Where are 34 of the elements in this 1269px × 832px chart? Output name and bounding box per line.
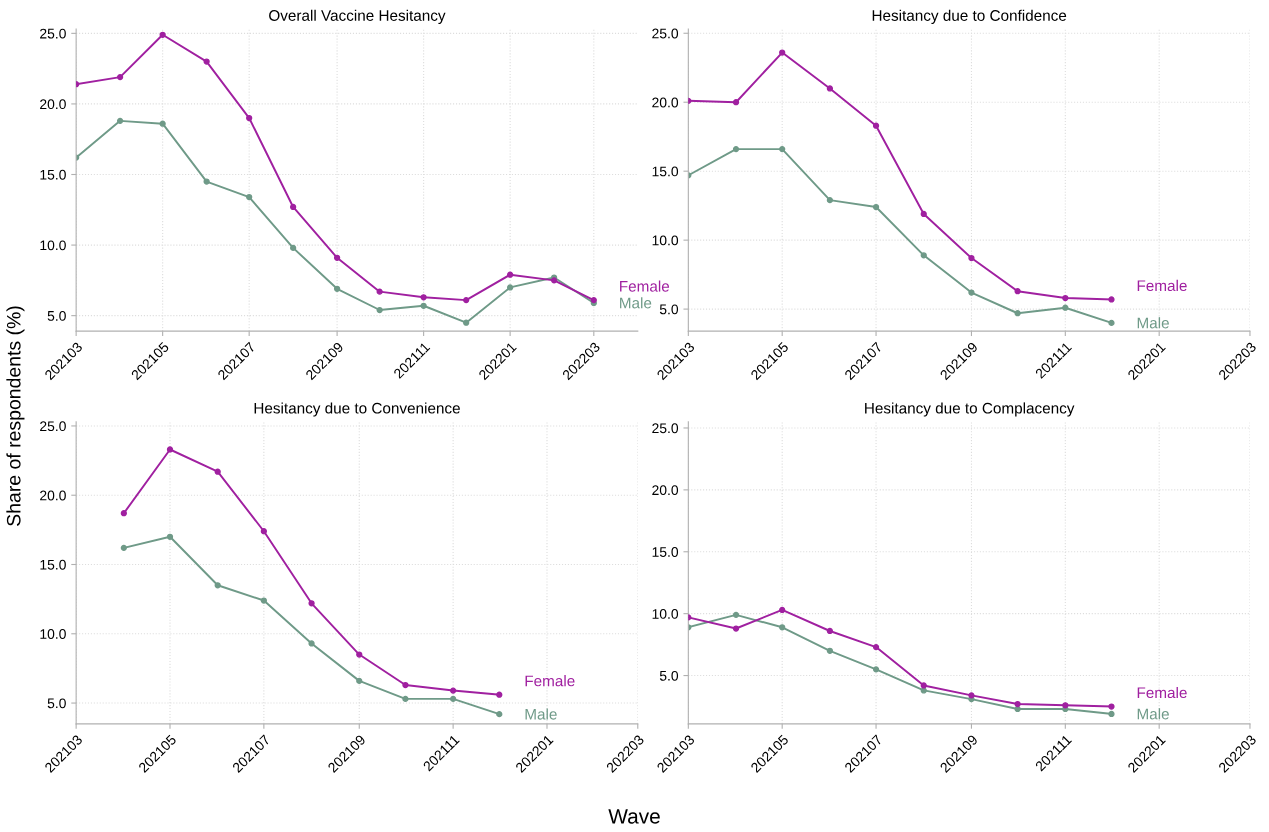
y-tick-label: 20.0 [40, 99, 66, 110]
x-axis-title: Wave [608, 809, 660, 824]
y-tick-label: 20.0 [40, 490, 66, 501]
y-tick-label: 15.0 [652, 547, 679, 557]
chart-title: Hesitancy due to Complacency [865, 402, 1075, 417]
y-tick-label: 20.0 [652, 485, 679, 496]
y-tick-label: 10.0 [652, 609, 679, 619]
y-tick-label: 25.0 [652, 28, 679, 39]
y-axis-title: Share of respondents (%) [6, 306, 25, 526]
y-tick-label: 5.0 [47, 310, 66, 321]
y-tick-label: 5.0 [659, 670, 679, 681]
series-label: Female [1137, 686, 1187, 699]
series-label: Male [1137, 317, 1169, 329]
y-tick-label: 20.0 [652, 97, 679, 108]
y-tick-label: 10.0 [40, 240, 66, 251]
y-tick-label: 5.0 [659, 304, 679, 315]
series-label: Male [525, 708, 557, 720]
series-label: Male [620, 297, 652, 309]
chart-title: Hesitancy due to Confidence [872, 9, 1067, 24]
series-label: Female [525, 675, 575, 687]
y-tick-label: 15.0 [40, 559, 66, 570]
y-tick-label: 15.0 [652, 166, 679, 177]
y-tick-label: 10.0 [652, 235, 679, 246]
series-label: Female [1137, 279, 1187, 292]
y-tick-label: 5.0 [47, 698, 66, 709]
y-tick-label: 25.0 [652, 423, 679, 434]
chart-title: Overall Vaccine Hesitancy [269, 9, 446, 24]
chart-title: Hesitancy due to Convenience [254, 402, 460, 417]
y-tick-label: 25.0 [40, 421, 66, 432]
y-tick-label: 15.0 [40, 169, 66, 180]
y-tick-label: 25.0 [40, 28, 66, 39]
y-tick-label: 10.0 [40, 629, 66, 639]
series-label: Female [620, 280, 670, 292]
series-label: Male [1137, 708, 1169, 720]
